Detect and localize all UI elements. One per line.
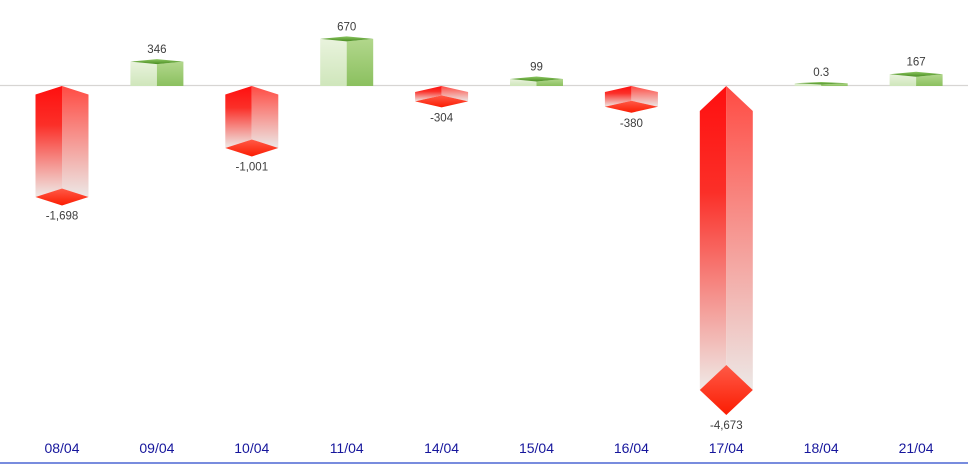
bar-15-04[interactable]: 99 [510,62,563,86]
bar-18-04[interactable]: 0.3 [794,67,848,86]
value-label: 0.3 [813,67,829,79]
bar-bottom-face[interactable] [604,100,658,113]
category-label: 11/04 [330,440,364,456]
bar-top-face[interactable] [889,71,943,77]
bar-14-04[interactable]: -304 [415,86,469,124]
bar-top-face[interactable] [130,59,184,65]
category-label: 08/04 [44,440,79,456]
category-label: 09/04 [139,440,174,456]
value-label: 167 [907,57,926,69]
bar-bottom-face[interactable] [225,139,279,157]
bar-left-face[interactable] [35,86,63,198]
bar-bottom-face[interactable] [35,188,89,206]
bar-08-04[interactable]: -1,698 [35,86,89,223]
value-label: -304 [430,112,454,124]
bar-left-face[interactable] [320,38,347,86]
value-label: 99 [530,62,543,74]
bar-right-face[interactable] [631,86,658,107]
value-label: 346 [147,44,166,56]
bar-right-face[interactable] [536,79,564,86]
bar-bottom-face[interactable] [415,95,469,108]
bar-11-04[interactable]: 670 [320,21,374,86]
value-label: -4,673 [710,420,743,432]
bar-17-04[interactable]: -4,673 [699,86,753,432]
bar-10-04[interactable]: -1,001 [225,86,279,173]
bar-top-face[interactable] [320,36,374,42]
bar-right-face[interactable] [441,86,469,102]
value-label: -1,001 [235,161,268,173]
bar-21-04[interactable]: 167 [889,57,943,86]
category-label: 15/04 [519,440,554,456]
bar-bottom-face[interactable] [699,364,753,415]
value-label: -1,698 [46,211,79,223]
bar-16-04[interactable]: -380 [604,86,658,130]
value-label: -380 [620,118,643,130]
bar-right-face[interactable] [726,86,753,390]
bottom-divider-line [0,462,968,464]
category-label: 10/04 [234,440,269,456]
category-label: 16/04 [614,440,649,456]
bar-left-face[interactable] [225,86,252,148]
category-label: 17/04 [709,440,744,456]
bar-left-face[interactable] [130,61,157,86]
bar-left-face[interactable] [510,79,537,86]
category-label: 14/04 [424,440,459,456]
bar-09-04[interactable]: 346 [130,44,184,86]
category-label: 18/04 [804,440,839,456]
category-label: 21/04 [899,440,934,456]
bar-top-face[interactable] [510,76,563,82]
bar-right-face[interactable] [346,38,374,86]
bar-right-face[interactable] [251,86,279,148]
bar-right-face[interactable] [916,74,943,86]
bar-right-face[interactable] [156,61,184,86]
value-label: 670 [337,21,356,33]
bar-left-face[interactable] [415,86,442,102]
bar-top-face[interactable] [794,82,848,85]
bar-left-face[interactable] [699,86,727,390]
bar-left-face[interactable] [604,86,632,107]
bar-left-face[interactable] [889,74,917,86]
bar-right-face[interactable] [62,86,89,198]
bar-left-face[interactable] [794,83,822,86]
bar-right-face[interactable] [821,83,848,86]
